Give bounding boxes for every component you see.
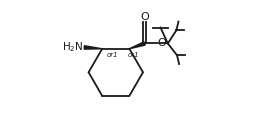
Text: or1: or1 xyxy=(128,52,140,58)
Text: O: O xyxy=(157,38,166,49)
Polygon shape xyxy=(129,42,145,49)
Text: O: O xyxy=(140,12,149,22)
Text: or1: or1 xyxy=(107,52,119,58)
Polygon shape xyxy=(84,46,102,49)
Text: H$_2$N: H$_2$N xyxy=(62,41,84,54)
